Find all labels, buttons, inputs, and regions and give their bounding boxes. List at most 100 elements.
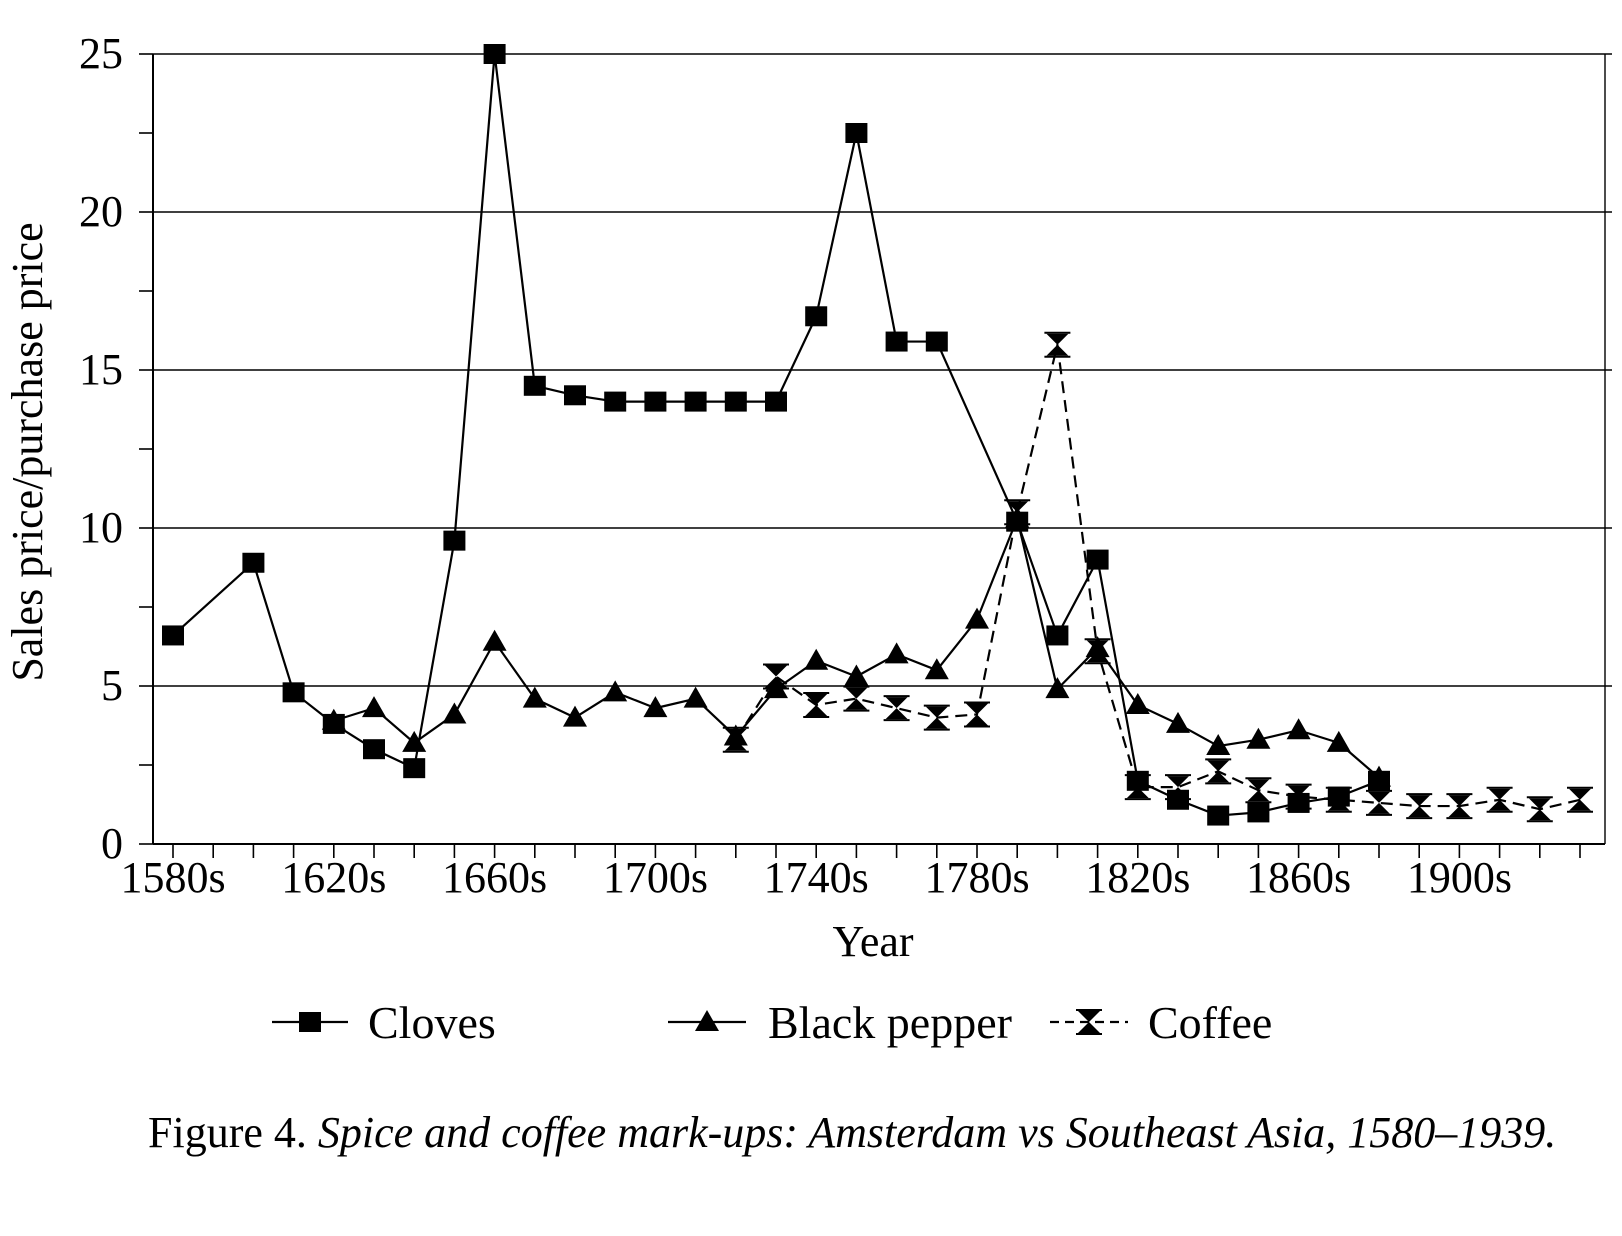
y-tick-label: 10	[79, 503, 123, 552]
marker-part	[1078, 1011, 1100, 1022]
marker-part	[845, 687, 868, 699]
x-tick-label: 1620s	[281, 853, 386, 902]
data-point-coffee	[964, 701, 990, 728]
legend-marker-black-pepper	[695, 1010, 719, 1031]
marker-part	[885, 697, 908, 709]
marker-part	[1207, 771, 1230, 783]
marker-part	[1287, 796, 1310, 808]
data-point-coffee	[883, 695, 910, 722]
legend-marker-cloves	[299, 1012, 321, 1032]
data-point-coffee	[722, 726, 749, 753]
marker-part	[1327, 788, 1350, 800]
x-tick-label: 1660s	[442, 853, 547, 902]
data-point-coffee	[923, 704, 950, 731]
marker-part	[805, 693, 828, 705]
data-point-black-pepper	[321, 708, 346, 730]
data-point-cloves	[644, 391, 667, 412]
data-point-black-pepper	[1125, 692, 1150, 714]
data-point-cloves	[1046, 625, 1069, 646]
data-point-cloves	[564, 385, 586, 406]
data-point-black-pepper	[804, 648, 829, 670]
marker-part	[1207, 760, 1230, 772]
marker-part	[1247, 790, 1270, 802]
data-point-black-pepper	[683, 686, 708, 708]
marker-part	[1086, 640, 1109, 652]
marker-part	[1528, 809, 1551, 821]
data-point-black-pepper	[603, 680, 628, 702]
x-tick-label: 1580s	[120, 853, 225, 902]
marker-part	[1327, 799, 1350, 811]
data-point-cloves	[805, 306, 828, 327]
data-point-black-pepper	[1326, 730, 1351, 752]
marker-part	[966, 714, 988, 726]
data-point-black-pepper	[362, 696, 386, 718]
y-axis-title: Sales price/purchase price	[3, 222, 52, 681]
marker-part	[1448, 795, 1471, 807]
legend-label-coffee: Coffee	[1148, 997, 1272, 1048]
series-group	[162, 44, 1593, 826]
data-point-black-pepper	[522, 686, 547, 708]
marker-part	[1006, 512, 1029, 524]
data-point-black-pepper	[1045, 677, 1070, 699]
marker-part	[1368, 791, 1390, 803]
data-point-black-pepper	[1206, 734, 1231, 756]
legend-marker-coffee	[1076, 1009, 1102, 1035]
marker-part	[1528, 798, 1551, 810]
legend-item-coffee: Coffee	[1050, 997, 1272, 1048]
data-point-cloves	[724, 391, 747, 412]
series-black-pepper	[321, 506, 1391, 787]
marker-part	[1046, 344, 1069, 356]
marker-part	[765, 665, 787, 677]
data-point-cloves	[483, 44, 506, 64]
data-point-black-pepper	[884, 642, 909, 664]
x-tick-label: 1900s	[1407, 853, 1512, 902]
legend-label-cloves: Cloves	[368, 997, 496, 1048]
marker-part	[885, 708, 908, 720]
data-point-coffee	[1446, 793, 1473, 820]
data-point-coffee	[1526, 796, 1553, 823]
data-point-black-pepper	[924, 658, 949, 680]
marker-part	[1488, 799, 1511, 811]
marker-part	[1448, 806, 1471, 818]
gridlines	[153, 53, 1612, 844]
x-tick-label: 1780s	[924, 853, 1029, 902]
x-tick-label: 1740s	[764, 853, 869, 902]
marker-part	[1167, 776, 1189, 788]
x-tick-label: 1700s	[603, 853, 708, 902]
marker-part	[1078, 1022, 1100, 1033]
data-point-coffee	[1406, 793, 1433, 820]
data-point-black-pepper	[563, 705, 587, 727]
marker-part	[1167, 787, 1189, 799]
data-point-black-pepper	[442, 702, 467, 724]
x-axis-title: Year	[832, 917, 913, 966]
marker-part	[1126, 787, 1149, 799]
marker-part	[1408, 806, 1431, 818]
figure-caption: Figure 4. Spice and coffee mark-ups: Ams…	[148, 1104, 1588, 1162]
marker-part	[925, 706, 948, 718]
series-cloves	[162, 44, 1390, 826]
marker-part	[1569, 799, 1591, 811]
data-point-coffee	[1567, 786, 1593, 813]
data-point-cloves	[162, 625, 184, 646]
data-point-coffee	[803, 691, 830, 718]
marker-part	[765, 676, 787, 688]
data-point-coffee	[1366, 789, 1392, 816]
legend-item-cloves: Cloves	[272, 997, 496, 1048]
data-point-coffee	[1165, 774, 1191, 801]
marker-part	[1408, 795, 1431, 807]
legend: Cloves Black pepper Coffee	[272, 997, 1272, 1048]
data-point-black-pepper	[1367, 765, 1391, 787]
x-tick-label: 1860s	[1246, 853, 1351, 902]
marker-part	[1247, 779, 1270, 791]
data-point-coffee	[1084, 638, 1111, 665]
data-point-black-pepper	[1246, 727, 1271, 749]
marker-part	[1126, 776, 1149, 788]
axes: 0 5 10 15 20 25 1580s 1620s 1660s 1700s 1740s 1780s…	[79, 29, 1605, 902]
data-point-cloves	[765, 391, 787, 412]
data-point-coffee	[1486, 786, 1513, 813]
marker-part	[1287, 785, 1310, 797]
series-line-coffee	[734, 343, 1581, 811]
data-point-cloves	[523, 375, 546, 396]
data-point-coffee	[1325, 786, 1352, 813]
marker-part	[1046, 333, 1069, 345]
